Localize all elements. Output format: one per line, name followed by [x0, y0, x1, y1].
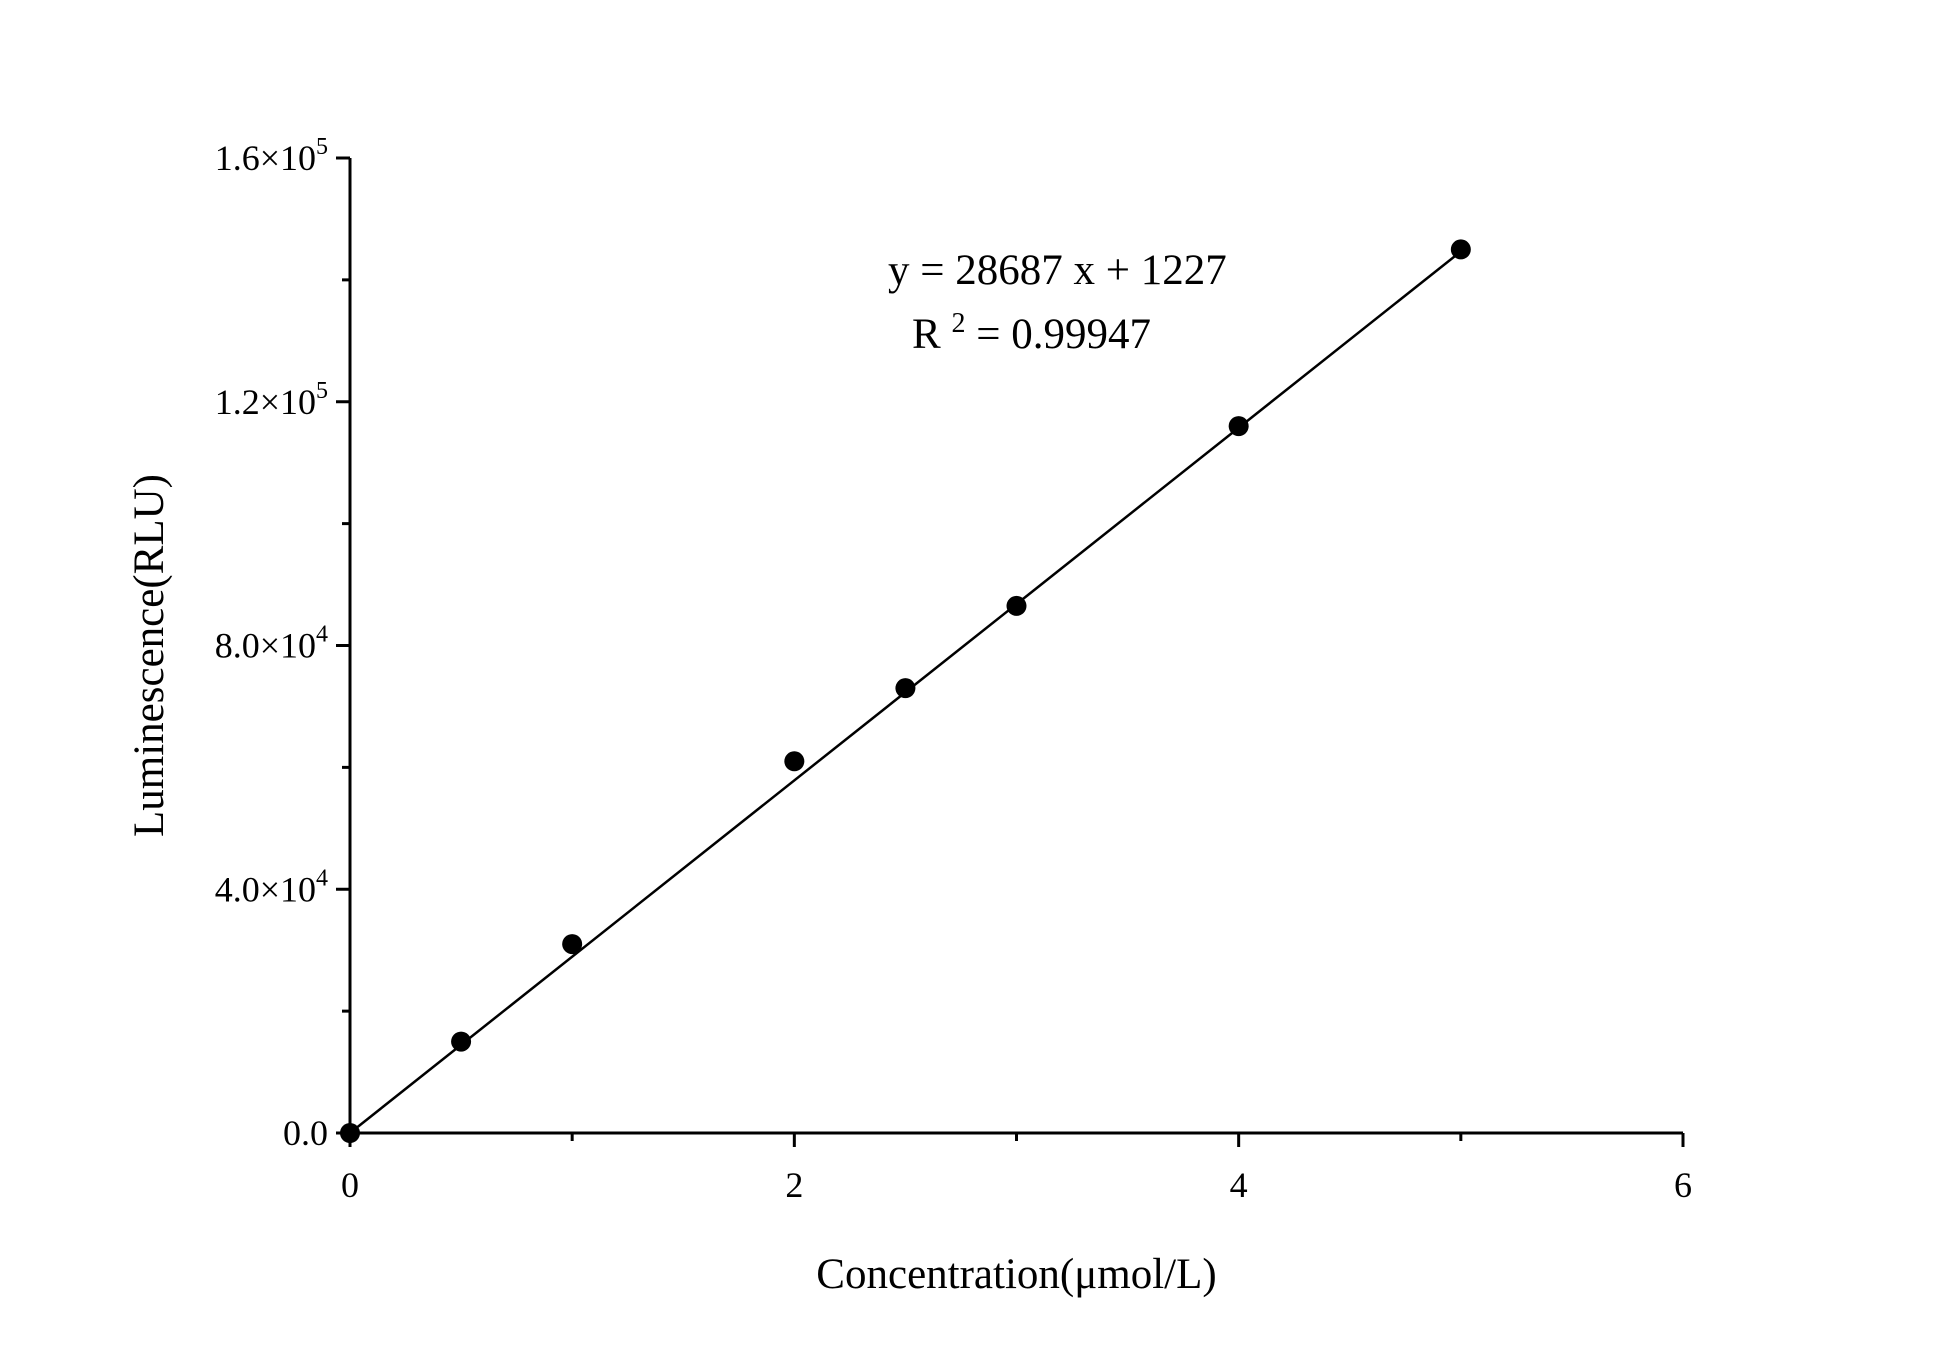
data-point [1006, 595, 1027, 616]
y-ticks: 0.0 4.0×104 8.0×104 1.2×105 1.6×105 [215, 134, 350, 1153]
x-tick-label: 2 [785, 1165, 803, 1205]
data-point [1450, 239, 1471, 260]
data-point [340, 1123, 360, 1143]
r2-value: = 0.99947 [976, 311, 1151, 358]
fit-equation: y = 28687 x + 1227 [888, 247, 1227, 294]
axes [348, 158, 1683, 1135]
data-point [562, 934, 583, 955]
x-tick-label: 6 [1674, 1165, 1692, 1205]
y-tick-label: 4.0×104 [215, 865, 328, 909]
y-tick-label: 1.6×105 [215, 134, 328, 178]
x-ticks: 0 2 4 6 [341, 1133, 1692, 1205]
x-tick-label: 4 [1230, 1165, 1248, 1205]
data-points [340, 239, 1471, 1143]
data-point [1228, 416, 1249, 437]
x-tick-label: 0 [341, 1165, 359, 1205]
y-tick-label: 0.0 [283, 1113, 328, 1153]
r2-symbol: R [912, 311, 941, 358]
y-tick-label: 1.2×105 [215, 378, 328, 422]
x-axis-title: Concentration(μmol/L) [816, 1251, 1216, 1298]
y-tick-label: 8.0×104 [215, 622, 328, 666]
y-axis-title: Luminescence(RLU) [126, 474, 173, 837]
r2-exponent: 2 [951, 308, 965, 339]
data-point [451, 1031, 472, 1052]
fit-r-squared: R 2 = 0.99947 [912, 295, 1151, 358]
data-point [895, 678, 916, 699]
data-point [784, 751, 805, 772]
